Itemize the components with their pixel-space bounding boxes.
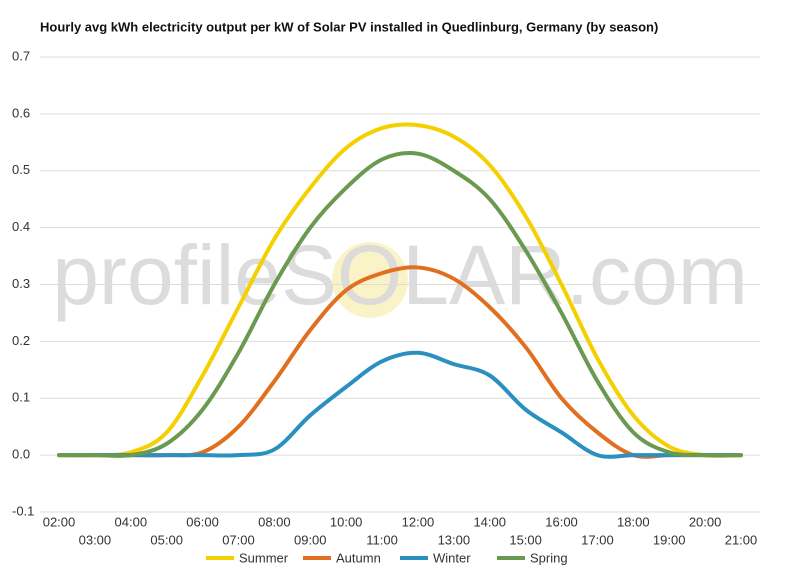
series-line [57,350,743,459]
y-tick-label: 0.5 [12,162,30,177]
x-tick-label: 08:00 [258,514,291,529]
x-tick-label: 15:00 [509,532,542,547]
y-tick-label: 0.2 [12,333,30,348]
y-tick-label: 0.0 [12,447,30,462]
legend-label: Winter [433,550,471,565]
x-tick-label: 20:00 [689,514,722,529]
x-tick-label: 12:00 [402,514,435,529]
legend-label: Spring [530,550,568,565]
x-tick-label: 09:00 [294,532,327,547]
x-tick-label: 04:00 [115,514,148,529]
legend-label: Autumn [336,550,381,565]
x-tick-label: 17:00 [581,532,614,547]
x-tick-label: 02:00 [43,514,76,529]
y-tick-label: 0.6 [12,105,30,120]
x-tick-label: 03:00 [79,532,112,547]
legend-label: Summer [239,550,289,565]
x-tick-label: 07:00 [222,532,255,547]
x-tick-label: 19:00 [653,532,686,547]
y-tick-label: 0.3 [12,276,30,291]
series-line [57,150,743,458]
x-tick-label: 16:00 [545,514,578,529]
x-tick-label: 21:00 [725,532,758,547]
y-tick-label: 0.7 [12,48,30,63]
x-tick-label: 10:00 [330,514,363,529]
watermark: profileSOLAR.com [52,228,748,322]
x-tick-label: 11:00 [366,532,398,547]
x-tick-label: 14:00 [473,514,506,529]
x-tick-label: 05:00 [150,532,183,547]
x-tick-label: 18:00 [617,514,650,529]
chart-title: Hourly avg kWh electricity output per kW… [40,19,658,34]
y-tick-label: 0.1 [12,390,30,405]
x-tick-label: 13:00 [438,532,471,547]
watermark-sun [332,242,408,318]
y-tick-label: -0.1 [12,503,34,518]
series-line [57,122,743,458]
x-tick-label: 06:00 [186,514,219,529]
y-tick-label: 0.4 [12,219,30,234]
